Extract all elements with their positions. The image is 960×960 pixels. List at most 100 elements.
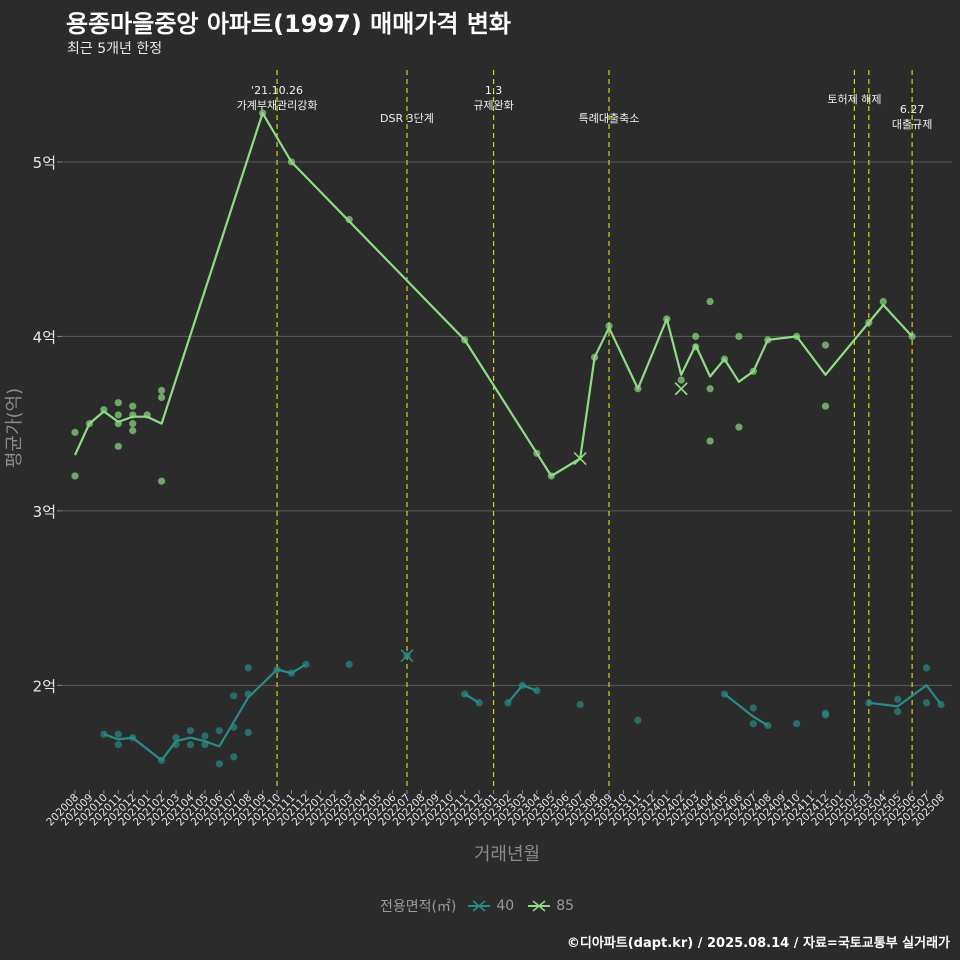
data-point-85	[735, 332, 743, 341]
data-point-40	[244, 690, 252, 698]
y-tick-label: 4억	[33, 328, 56, 346]
event-label: 토허제 해제	[827, 92, 881, 106]
data-point-40	[158, 756, 166, 764]
data-point-40	[937, 700, 945, 709]
data-point-40	[533, 686, 541, 695]
data-point-40	[244, 664, 252, 672]
data-point-40	[215, 760, 223, 768]
data-point-40	[922, 699, 931, 707]
data-point-85	[865, 318, 873, 327]
legend-item-40: 40	[468, 898, 514, 914]
data-point-40	[273, 666, 281, 674]
y-axis-title: 평균가(억)	[4, 388, 25, 468]
data-point-85	[821, 402, 830, 410]
data-point-85	[71, 472, 79, 480]
data-point-40	[186, 727, 195, 735]
event-label: DSR 3단계	[380, 112, 434, 125]
legend-item-85: 85	[528, 898, 574, 914]
data-point-85	[634, 385, 642, 393]
data-point-85	[677, 376, 685, 384]
data-point-40	[720, 690, 729, 698]
data-point-85	[706, 437, 714, 445]
data-point-85	[749, 367, 757, 375]
data-point-40	[302, 660, 310, 668]
event-label: 6.27	[900, 103, 925, 116]
data-point-85	[158, 477, 166, 485]
series-line-40	[723, 693, 769, 727]
data-point-40	[230, 692, 238, 700]
data-point-85	[663, 315, 671, 323]
data-point-40	[244, 728, 252, 737]
data-point-85	[764, 336, 772, 344]
data-point-85	[793, 332, 801, 341]
data-point-85	[879, 297, 887, 306]
data-point-40	[461, 690, 469, 698]
data-point-40	[749, 704, 757, 712]
y-tick-label: 5억	[33, 154, 56, 172]
event-label: '21.10.26	[251, 84, 303, 97]
data-point-40	[100, 730, 108, 738]
x-axis-title: 거래년월	[474, 844, 540, 865]
data-point-85	[143, 411, 151, 419]
legend-swatch-85	[528, 900, 551, 912]
chart-subtitle: 최근 5개년 한정	[67, 41, 163, 57]
data-point-40	[749, 720, 757, 728]
data-point-85	[71, 428, 79, 436]
data-point-85	[259, 109, 267, 117]
data-point-40	[504, 699, 512, 707]
event-label: 가계부채관리강화	[237, 99, 318, 112]
data-point-85	[129, 411, 137, 419]
data-point-85	[129, 427, 137, 435]
data-point-40	[186, 741, 195, 749]
source-caption: ©디아파트(dapt.kr) / 2025.08.14 / 자료=국토교통부 실…	[566, 936, 950, 951]
data-point-40	[865, 699, 873, 707]
data-point-85	[129, 402, 137, 410]
data-point-85	[605, 322, 613, 330]
data-point-40	[634, 716, 642, 724]
data-point-85	[114, 442, 122, 450]
data-point-85	[821, 341, 830, 349]
data-point-85	[692, 343, 700, 351]
data-point-40	[129, 734, 137, 742]
legend: 전용면적(㎡) 40 85	[0, 896, 960, 916]
data-point-85	[345, 215, 353, 224]
data-point-40	[576, 700, 584, 709]
legend-label-40: 40	[496, 898, 515, 914]
data-point-40	[345, 660, 353, 668]
data-point-40	[230, 723, 238, 731]
data-point-85	[100, 406, 108, 414]
data-point-40	[764, 721, 772, 730]
data-point-40	[287, 669, 296, 677]
data-point-85	[547, 472, 555, 480]
data-point-40	[201, 741, 209, 749]
data-point-85	[720, 355, 729, 363]
cancelled-marker-40	[400, 649, 414, 663]
y-tick-label: 3억	[33, 503, 56, 521]
data-point-40	[201, 732, 209, 740]
cancelled-marker-85	[573, 451, 587, 466]
event-label: 대출규제	[892, 118, 932, 131]
data-point-85	[158, 386, 166, 395]
event-label: 특례대출축소	[579, 112, 640, 125]
event-label: 규제완화	[473, 99, 513, 112]
legend-label-85: 85	[556, 898, 575, 914]
data-point-40	[114, 730, 122, 738]
data-point-40	[821, 711, 830, 719]
data-point-85	[533, 449, 541, 457]
data-point-40	[215, 727, 223, 735]
data-point-40	[475, 699, 483, 707]
data-point-85	[706, 385, 714, 393]
y-tick-label: 2억	[33, 677, 56, 695]
data-point-40	[793, 720, 801, 728]
data-point-40	[922, 664, 931, 672]
data-point-85	[158, 393, 166, 402]
cancelled-marker-85	[674, 382, 688, 396]
data-point-85	[287, 158, 296, 166]
data-point-85	[85, 420, 94, 428]
data-point-85	[114, 411, 122, 419]
data-point-40	[894, 707, 902, 716]
chart-title: 용종마을중앙 아파트(1997) 매매가격 변화	[66, 10, 511, 38]
legend-swatch-40	[468, 900, 491, 912]
data-point-40	[172, 734, 180, 742]
